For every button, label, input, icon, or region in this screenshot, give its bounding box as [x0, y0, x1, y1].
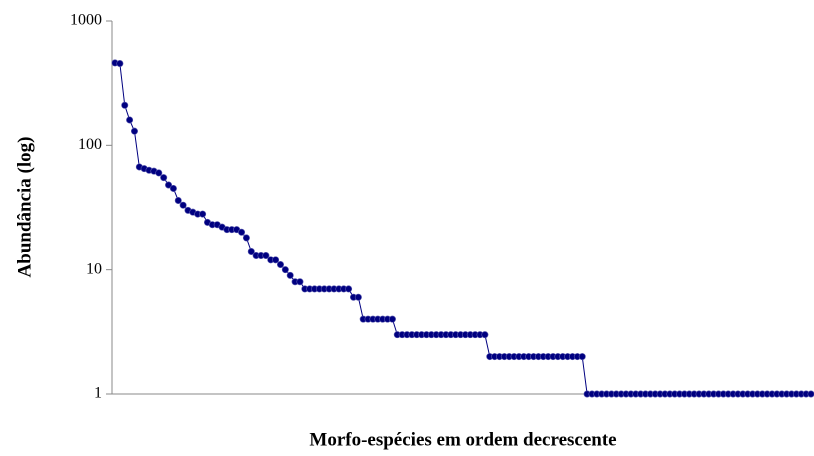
data-point [354, 293, 362, 301]
data-point [345, 285, 353, 293]
y-tick-label: 1000 [70, 12, 102, 29]
data-point [481, 331, 489, 339]
data-point [116, 60, 124, 68]
data-point [126, 116, 134, 124]
data-point [238, 228, 246, 236]
data-point [174, 196, 182, 204]
data-point [121, 101, 129, 109]
data-point [276, 261, 284, 269]
data-point [578, 353, 586, 361]
data-point [130, 127, 138, 135]
data-point [286, 271, 294, 279]
data-point [296, 278, 304, 286]
data-point [242, 234, 250, 242]
data-point [179, 201, 187, 209]
data-point [199, 210, 207, 218]
data-point [160, 174, 168, 182]
data-point [281, 266, 289, 274]
x-axis-label: Morfo-espécies em ordem decrescente [309, 429, 616, 450]
data-point [388, 315, 396, 323]
y-tick-label: 10 [86, 260, 102, 277]
data-point [247, 247, 255, 255]
data-point [155, 169, 163, 177]
data-point [165, 181, 173, 189]
y-tick-label: 100 [78, 136, 102, 153]
y-axis-label: Abundância (log) [14, 137, 35, 278]
data-point [169, 184, 177, 192]
data-point [262, 251, 270, 259]
y-tick-label: 1 [94, 385, 102, 402]
data-point [272, 256, 280, 264]
data-point [807, 390, 814, 398]
